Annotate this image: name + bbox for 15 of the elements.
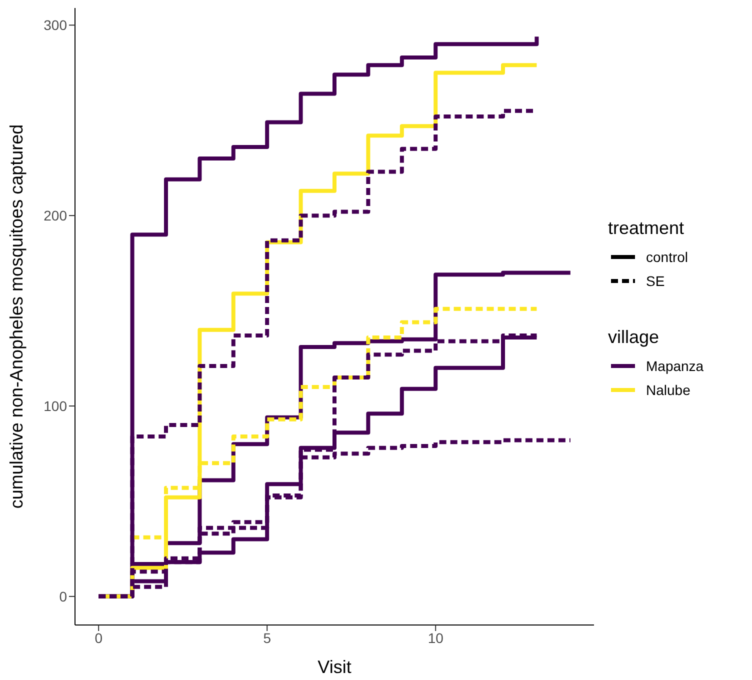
x-tick-label: 0 xyxy=(94,630,103,646)
y-tick-label: 300 xyxy=(44,17,68,34)
y-tick-label: 0 xyxy=(59,588,68,604)
x-tick-label: 10 xyxy=(428,630,444,646)
y-axis-title: cumulative non-Anopheles mosquitoes captured xyxy=(6,124,26,509)
text: Mapanza xyxy=(646,358,704,374)
text: SE xyxy=(646,273,665,289)
legend-title: treatment xyxy=(608,218,686,239)
y-tick-label: 200 xyxy=(44,208,68,224)
x-tick-label: 5 xyxy=(263,630,272,646)
text: Nalube xyxy=(646,382,690,398)
text: village xyxy=(608,327,660,348)
y-tick-label: 100 xyxy=(44,398,68,414)
text: control xyxy=(646,249,688,265)
x-axis-title: Visit xyxy=(318,657,352,677)
